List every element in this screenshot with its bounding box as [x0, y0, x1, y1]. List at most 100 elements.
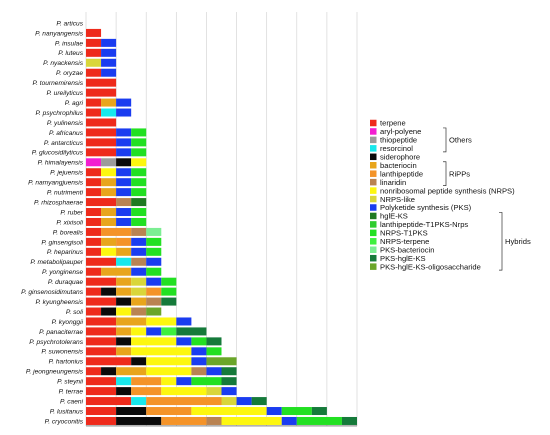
- bar-segment-bact: [116, 278, 131, 286]
- legend-group-label: Others: [449, 136, 472, 145]
- bar-segment-pks: [191, 347, 206, 355]
- species-label: P. glucosidilyticus: [32, 150, 84, 157]
- bar-segment-nrps: [146, 317, 176, 325]
- bar-segment-linar: [131, 308, 146, 316]
- bar-segment-terpene: [86, 39, 101, 47]
- bar-segment-hglks: [131, 198, 146, 206]
- species-label: P. psychrophilus: [35, 110, 83, 117]
- species-label: P. agri: [65, 100, 84, 107]
- bar-segment-lanthi: [146, 407, 191, 415]
- bar-segment-nrpst1: [161, 288, 176, 296]
- x-axis: 024681012141618: [84, 426, 361, 430]
- bar-segment-terpene: [86, 118, 116, 126]
- legend-swatch-nrpst1: [370, 230, 377, 237]
- legend-swatch-nrpslike: [370, 196, 377, 203]
- bar-segment-pks: [206, 367, 221, 375]
- bar-segment-resorc: [116, 258, 131, 266]
- bar-segment-pkshgl: [161, 298, 176, 306]
- bar-segment-pks: [176, 377, 191, 385]
- bar-segment-nrpst1: [131, 178, 146, 186]
- legend-bracket-hybrids: [499, 212, 502, 270]
- bar-segment-pks: [116, 178, 131, 186]
- bar-segment-bact: [116, 317, 146, 325]
- legend-swatch-pkshgl: [370, 255, 377, 262]
- bar-segment-pks: [146, 278, 161, 286]
- bar-segment-terpene: [86, 387, 116, 395]
- bar-segment-bact: [116, 248, 131, 256]
- bar-segment-terpene: [86, 337, 116, 345]
- bar-segment-terpene: [86, 168, 101, 176]
- bar-segment-bact: [101, 218, 116, 226]
- species-label: P. ruber: [60, 209, 83, 216]
- species-label: P. jeongneungensis: [26, 369, 84, 376]
- bar-segment-nrps: [131, 337, 176, 345]
- bar-segment-bact: [101, 268, 131, 276]
- bar-segment-terpene: [86, 128, 116, 136]
- legend-swatch-thio: [370, 137, 377, 144]
- legend-swatch-bact: [370, 162, 377, 169]
- bar-segment-sidero: [116, 387, 131, 395]
- bar-segment-linar: [116, 198, 131, 206]
- species-label: P. steynii: [57, 379, 83, 386]
- bar-segment-sidero: [101, 367, 116, 375]
- bar-segment-bact: [101, 188, 116, 196]
- bar-segment-bact: [116, 327, 131, 335]
- bar-segment-pks: [282, 417, 297, 425]
- legend-swatch-lant1: [370, 221, 377, 228]
- bar-segment-aryl: [86, 158, 101, 166]
- bar-segment-pks: [116, 128, 131, 136]
- bar-segment-nrps: [131, 347, 191, 355]
- bar-segment-nrpst1: [146, 248, 161, 256]
- bar-segment-linar: [206, 417, 221, 425]
- bar-segment-pks: [116, 188, 131, 196]
- bar-segment-nrps: [222, 417, 282, 425]
- bar-segment-nrpst1: [282, 407, 312, 415]
- bar-segment-pkshgl: [312, 407, 327, 415]
- bar-segment-sidero: [116, 158, 131, 166]
- bar-segment-nrpslike: [222, 397, 237, 405]
- bar-segment-sidero: [116, 407, 146, 415]
- species-label: P. nanyangensis: [35, 30, 84, 37]
- bar-segment-nrpst1: [206, 347, 221, 355]
- legend-swatch-pks: [370, 204, 377, 211]
- bar-segment-sidero: [116, 417, 161, 425]
- legend-swatch-resorc: [370, 145, 377, 152]
- bar-segment-sidero: [101, 288, 116, 296]
- legend-swatch-aryl: [370, 128, 377, 135]
- bar-segment-nrpst1: [131, 208, 146, 216]
- bar-segment-pks: [116, 109, 131, 117]
- bar-segment-pkshglo: [206, 357, 236, 365]
- species-label: P. terrae: [59, 389, 84, 396]
- bar-segment-bact: [101, 238, 116, 246]
- bar-segment-nrpst1: [131, 218, 146, 226]
- bar-segment-bact: [116, 347, 131, 355]
- species-label: P. psychrotolerans: [29, 339, 83, 346]
- legend-bracket-others: [443, 128, 446, 152]
- bar-segment-pkshgl: [176, 327, 206, 335]
- bar-segment-pks: [191, 357, 206, 365]
- bar-segment-bact: [101, 99, 116, 107]
- bar-segment-lanthi: [131, 387, 161, 395]
- bar-segment-pks: [101, 59, 116, 67]
- species-label: P. nutrimenti: [47, 190, 84, 197]
- bar-segment-terpene: [86, 69, 101, 77]
- bar-segment-terpene: [86, 138, 116, 146]
- bar-segment-resorc: [116, 377, 131, 385]
- bar-segment-pks: [101, 39, 116, 47]
- species-label: P. suwonensis: [41, 349, 83, 356]
- legend-label-pkshglo: PKS-hglE-KS-oligosaccharide: [380, 262, 481, 271]
- bar-segment-linar: [191, 367, 206, 375]
- bar-segment-pkshgl: [222, 367, 237, 375]
- species-label: P. africanus: [49, 130, 84, 137]
- bar-segment-resorc: [101, 109, 116, 117]
- bar-segment-pksbact: [146, 228, 161, 236]
- legend: terpenearyl-polyenethiopeptideresorcinol…: [370, 119, 531, 272]
- species-label: P. oryzae: [56, 70, 83, 77]
- bar-segment-pks: [116, 148, 131, 156]
- bar-segment-bact: [101, 178, 116, 186]
- bar-segment-terpene: [86, 228, 101, 236]
- bar-segment-nrpst1: [297, 417, 342, 425]
- bar-segment-nrps: [116, 308, 131, 316]
